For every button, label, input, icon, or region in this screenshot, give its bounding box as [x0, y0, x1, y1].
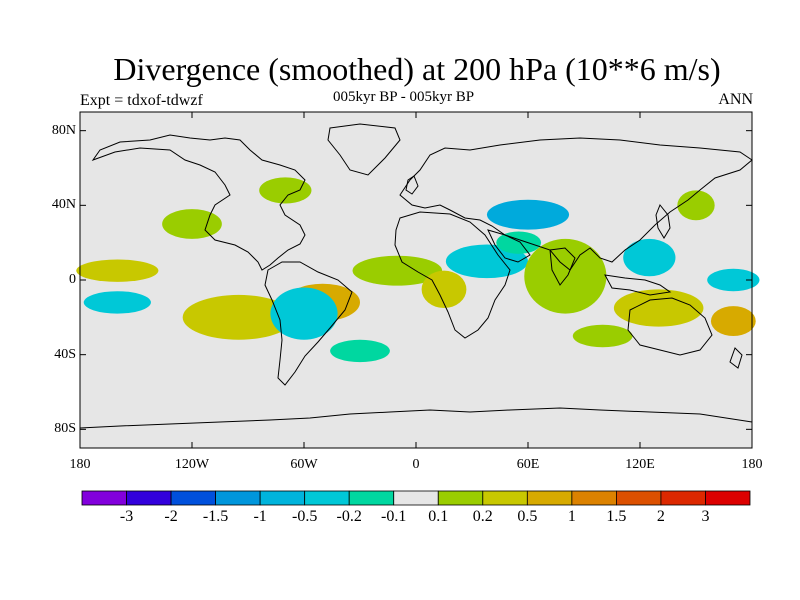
experiment-label: Expt = tdxof-tdwzf	[80, 92, 203, 109]
colorbar-swatch	[348, 490, 395, 506]
coastlines	[79, 123, 753, 429]
contour-patch-4	[613, 289, 704, 327]
y-tick-label: 80N	[51, 122, 76, 138]
colorbar-swatch	[482, 490, 528, 506]
colorbar-swatch	[393, 490, 439, 506]
colorbar-label: -0.2	[336, 508, 362, 525]
colorbar	[81, 490, 751, 506]
y-tick-label: 40S	[54, 346, 76, 362]
colorbar-swatch	[526, 490, 573, 506]
colorbar-label: -0.1	[381, 508, 407, 525]
coastline-arabia	[487, 229, 531, 263]
contour-patch-13	[421, 270, 467, 309]
coastline-north-america	[91, 134, 306, 271]
colorbar-swatch	[705, 490, 751, 506]
contour-patch-20	[259, 177, 312, 204]
subtitle: 005kyr BP - 005kyr BP	[333, 89, 475, 105]
coastline-eurasia	[399, 137, 753, 271]
contour-patch-16	[707, 268, 760, 292]
contour-patch-3	[524, 238, 607, 314]
contour-patch-19	[677, 190, 715, 221]
contour-patch-9	[182, 294, 295, 340]
x-tick-label: 180	[69, 457, 91, 472]
coastline-australia	[627, 297, 713, 356]
contour-patch-1	[496, 231, 542, 254]
x-tick-label: 0	[412, 457, 420, 472]
contour-patch-18	[330, 339, 390, 363]
coastline-indonesia	[604, 274, 672, 296]
y-tick-label: 80S	[54, 421, 76, 437]
contour-patch-0	[445, 244, 528, 279]
colorbar-swatch	[660, 490, 706, 506]
x-tick-label: 180	[741, 457, 763, 472]
colorbar-label: 2	[656, 508, 665, 525]
x-tick-label: 120E	[625, 457, 655, 472]
coastline-antarctica	[79, 407, 753, 429]
contour-patch-17	[572, 324, 633, 348]
colorbar-swatch	[304, 490, 350, 506]
colorbar-swatch	[170, 490, 216, 506]
colorbar-label: -0.5	[291, 508, 318, 525]
colorbar-swatch	[259, 490, 306, 506]
contour-patch-11	[270, 287, 338, 340]
coastline-new-zealand	[729, 347, 743, 369]
colorbar-label: -3	[119, 508, 134, 525]
colorbar-label: 1	[567, 508, 576, 525]
y-tick-label: 40N	[51, 197, 76, 213]
contour-fills	[76, 177, 760, 363]
colorbar-label: 0.5	[517, 508, 538, 525]
contour-patch-14	[486, 199, 570, 230]
colorbar-label: 0.2	[472, 508, 493, 525]
contour-patch-6	[76, 259, 159, 282]
contour-patch-15	[710, 306, 756, 337]
coastline-japan	[655, 204, 671, 239]
contour-patch-5	[623, 238, 676, 277]
contour-patch-12	[352, 255, 443, 286]
x-tick-label: 120W	[174, 457, 210, 472]
colorbar-label: -1	[253, 508, 267, 525]
colorbar-swatch	[616, 490, 662, 506]
coastline-south-america	[264, 261, 353, 386]
colorbar-swatch	[215, 490, 261, 506]
coastline-africa	[394, 211, 511, 339]
x-tick-label: 60E	[516, 457, 540, 472]
coastline-britain	[405, 175, 419, 195]
x-tick-label: 60W	[290, 457, 318, 472]
colorbar-label: 3	[701, 508, 710, 525]
axis-ticks	[79, 112, 753, 448]
colorbar-swatch	[126, 490, 172, 506]
colorbar-label: 0.1	[428, 508, 449, 525]
season-label: ANN	[718, 91, 753, 108]
colorbar-label: 1.5	[606, 508, 627, 525]
colorbar-swatch	[81, 490, 127, 506]
coastline-greenland	[327, 123, 401, 176]
coastline-india	[549, 247, 576, 286]
colorbar-swatch	[571, 490, 617, 506]
contour-patch-8	[162, 209, 222, 239]
y-tick-label: 0	[69, 272, 76, 287]
colorbar-swatch	[437, 490, 484, 506]
colorbar-label: -1.5	[202, 508, 229, 525]
colorbar-label: -2	[164, 508, 178, 525]
page-title: Divergence (smoothed) at 200 hPa (10**6 …	[113, 51, 721, 87]
contour-patch-7	[83, 291, 151, 314]
